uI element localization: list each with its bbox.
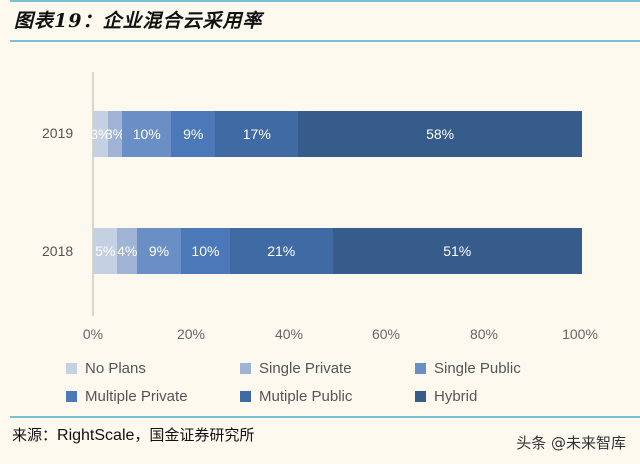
- bar-segment-multiple-private: 9%: [171, 111, 216, 157]
- source-suffix: ，国金证券研究所: [134, 426, 255, 444]
- legend-item-single-private: Single Private: [240, 360, 352, 377]
- x-tick-100: 100%: [562, 326, 598, 342]
- data-label: 10%: [132, 126, 161, 142]
- data-label: 4%: [117, 243, 138, 259]
- x-tick-40: 40%: [274, 326, 304, 342]
- legend-label: No Plans: [85, 360, 146, 377]
- legend-item-hybrid: Hybrid: [415, 388, 477, 405]
- bar-segment-single-private: 3%: [104, 111, 126, 157]
- bar-segment-mutiple-public: 17%: [215, 111, 299, 157]
- bar-segment-no-plans: 5%: [93, 228, 118, 274]
- legend-item-mutiple-public: Mutiple Public: [240, 388, 352, 405]
- data-label: 3%: [104, 126, 126, 142]
- title-underline: [10, 40, 640, 42]
- y-axis-line: [92, 72, 94, 316]
- legend-label: Hybrid: [434, 388, 478, 405]
- bar-segment-no-plans: 3%: [90, 111, 111, 157]
- legend-swatch-icon: [66, 391, 77, 402]
- legend-label: Multiple Private: [85, 388, 188, 405]
- data-label: 9%: [148, 243, 170, 259]
- data-label: 17%: [242, 126, 271, 142]
- x-tick-20: 20%: [176, 326, 206, 342]
- chart-title: 图表19：企业混合云采用率: [14, 10, 263, 32]
- data-label: 51%: [443, 243, 472, 259]
- data-label: 10%: [191, 243, 220, 259]
- category-label-2019: 2019: [42, 125, 74, 141]
- data-label: 3%: [90, 126, 111, 142]
- source-prefix: 来源：: [12, 426, 58, 444]
- legend-swatch-icon: [240, 391, 251, 402]
- bar-segment-multiple-private: 10%: [180, 228, 230, 274]
- legend-label: Single Private: [259, 360, 352, 377]
- legend-swatch-icon: [66, 363, 77, 374]
- bar-segment-single-private: 4%: [117, 228, 137, 274]
- bar-2018: 5% 4% 9% 10% 21% 51%: [93, 228, 582, 274]
- x-tick-60: 60%: [371, 326, 401, 342]
- source-name: RightScale: [57, 427, 135, 444]
- bar-segment-single-public: 9%: [136, 228, 181, 274]
- x-tick-80: 80%: [469, 326, 499, 342]
- data-label: 21%: [267, 243, 296, 259]
- bar-segment-hybrid: 51%: [332, 228, 582, 274]
- bar-segment-single-public: 10%: [122, 111, 172, 157]
- legend-item-no-plans: No Plans: [66, 360, 146, 377]
- bar-segment-hybrid: 58%: [298, 111, 582, 157]
- bar-2019: 3% 3% 10% 9% 17% 58%: [90, 111, 582, 157]
- footer-rule: [10, 416, 640, 418]
- legend-label: Single Public: [434, 360, 521, 377]
- data-label: 58%: [426, 126, 455, 142]
- source-note: 来源：RightScale，国金证券研究所: [12, 424, 254, 445]
- x-tick-0: 0%: [82, 326, 104, 342]
- watermark: 头条 @未来智库: [516, 434, 626, 452]
- legend-swatch-icon: [415, 391, 426, 402]
- data-label: 9%: [183, 126, 204, 142]
- top-rule: [10, 0, 640, 2]
- data-label: 5%: [95, 243, 116, 259]
- legend-label: Mutiple Public: [259, 388, 353, 405]
- category-label-2018: 2018: [42, 243, 74, 259]
- legend-item-multiple-private: Multiple Private: [66, 388, 188, 405]
- legend-item-single-public: Single Public: [415, 360, 521, 377]
- bar-segment-mutiple-public: 21%: [229, 228, 333, 274]
- legend-swatch-icon: [415, 363, 426, 374]
- legend-swatch-icon: [240, 363, 251, 374]
